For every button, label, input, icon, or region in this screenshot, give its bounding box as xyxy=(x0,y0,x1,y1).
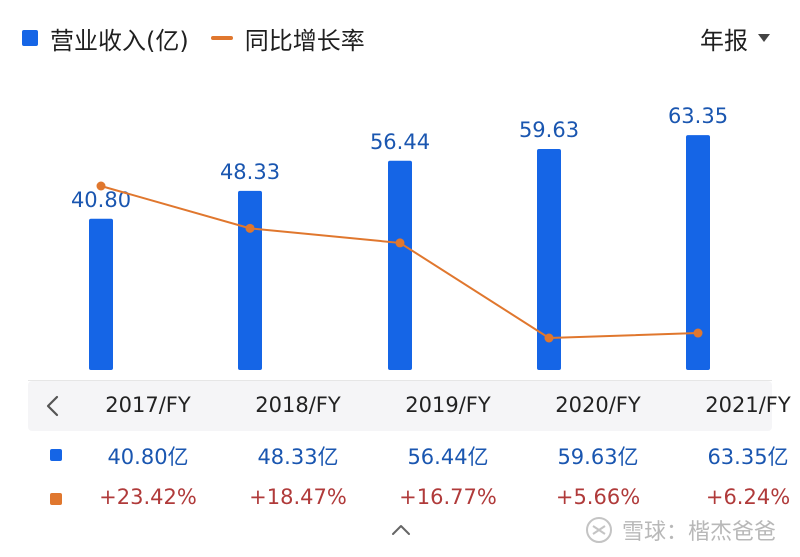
growth-cell-2019: +16.77% xyxy=(399,485,497,509)
growth-cell-2021: +6.24% xyxy=(705,485,791,509)
revenue-bar xyxy=(686,135,710,370)
revenue-data-label: 56.44 xyxy=(370,130,430,154)
revenue-row-swatch xyxy=(50,449,62,461)
table-header-2020: 2020/FY xyxy=(555,393,641,417)
table-header-2019: 2019/FY xyxy=(405,393,491,417)
growth-point xyxy=(96,181,106,191)
table-header-2021: 2021/FY xyxy=(705,393,791,417)
growth-cell-2017: +23.42% xyxy=(99,485,197,509)
revenue-cell-2021: 63.35亿 xyxy=(707,445,789,469)
revenue-cell-2019: 56.44亿 xyxy=(407,445,489,469)
revenue-data-label: 59.63 xyxy=(519,118,579,142)
chevron-up-icon[interactable] xyxy=(388,519,414,541)
legend-growth-swatch xyxy=(210,36,233,40)
chevron-left-icon[interactable] xyxy=(42,393,64,419)
period-selector[interactable]: 年报 xyxy=(700,20,770,56)
revenue-bar xyxy=(89,218,113,370)
growth-point xyxy=(544,333,554,343)
caret-down-icon xyxy=(758,34,770,42)
growth-point xyxy=(245,223,255,233)
revenue-bar xyxy=(238,190,262,370)
growth-row-swatch xyxy=(50,493,62,505)
table-header-2017: 2017/FY xyxy=(105,393,191,417)
legend-item-growth[interactable]: 同比增长率 xyxy=(210,21,365,56)
legend-growth-label: 同比增长率 xyxy=(244,26,365,55)
growth-point xyxy=(395,238,405,248)
revenue-bar xyxy=(388,160,412,370)
revenue-bar xyxy=(537,148,561,370)
growth-cell-2020: +5.66% xyxy=(555,485,641,509)
period-selector-label: 年报 xyxy=(700,26,748,55)
data-table: 2017/FY 2018/FY 2019/FY 2020/FY 2021/FY … xyxy=(28,380,791,557)
legend-revenue-swatch xyxy=(22,30,38,46)
snowball-logo-icon xyxy=(585,517,612,543)
watermark-text: 雪球：楷杰爸爸 xyxy=(621,520,776,545)
watermark: 雪球：楷杰爸爸 xyxy=(584,514,776,546)
revenue-cell-2018: 48.33亿 xyxy=(257,445,339,469)
legend-item-revenue[interactable]: 营业收入(亿) xyxy=(22,21,189,56)
revenue-data-label: 63.35 xyxy=(668,104,728,128)
legend-revenue-label: 营业收入(亿) xyxy=(50,26,189,55)
growth-cell-2018: +18.47% xyxy=(249,485,347,509)
chart-legend: 营业收入(亿) 同比增长率 xyxy=(22,20,387,56)
revenue-cell-2020: 59.63亿 xyxy=(557,445,639,469)
table-header-2018: 2018/FY xyxy=(255,393,341,417)
revenue-data-label: 48.33 xyxy=(220,160,280,184)
revenue-cell-2017: 40.80亿 xyxy=(107,445,189,469)
growth-point xyxy=(693,328,703,338)
table-header-row: 2017/FY 2018/FY 2019/FY 2020/FY 2021/FY xyxy=(28,381,791,431)
